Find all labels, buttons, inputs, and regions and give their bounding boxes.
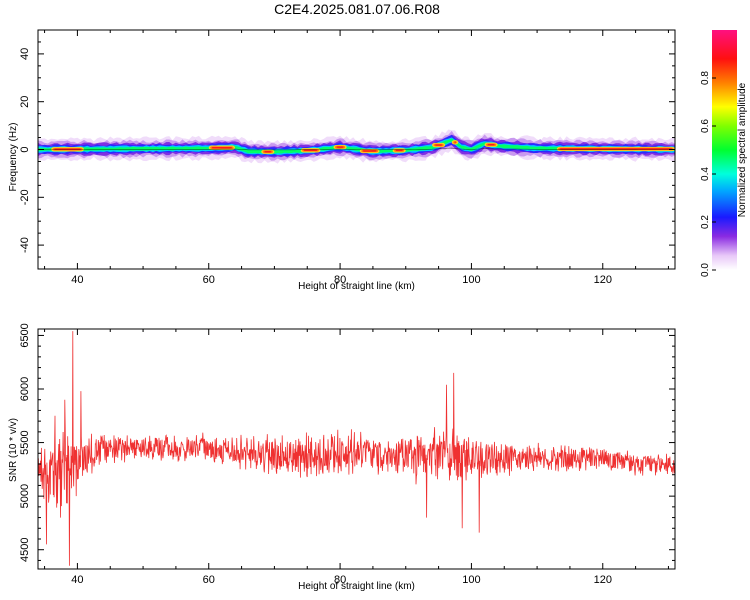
peak-zone bbox=[362, 150, 377, 152]
colorbar-tick-label: 0.2 bbox=[700, 215, 711, 229]
zero-line bbox=[38, 147, 675, 151]
plot-frame bbox=[37, 328, 676, 570]
panel-snr-axes: 40 60 80 100 120 4500 5000 5500 6000 6500 Height o… bbox=[8, 323, 676, 592]
colorbar-tick-label: 0.4 bbox=[700, 167, 711, 181]
colorbar-gradient bbox=[712, 30, 737, 270]
x-tick-label: 100 bbox=[462, 574, 480, 586]
x-tick-label: 120 bbox=[594, 274, 612, 286]
axes-layer: 40 60 80 100 120 40 20 0 -20 -40 Height of straigh… bbox=[8, 29, 748, 592]
y-tick-label: 4500 bbox=[19, 537, 31, 561]
peak-zone bbox=[487, 144, 495, 146]
panel-spectrogram-axes: 40 60 80 100 120 40 20 0 -20 -40 Height of straigh… bbox=[8, 29, 676, 292]
y-tick-label: 0 bbox=[19, 146, 31, 152]
x-tick-label: 120 bbox=[594, 574, 612, 586]
band-layer bbox=[38, 137, 675, 155]
peak-zone bbox=[395, 149, 403, 152]
y-tick-label: 40 bbox=[19, 48, 31, 60]
peak-zone bbox=[264, 151, 272, 153]
y-tick-label: 6000 bbox=[19, 377, 31, 401]
colorbar: 0.0 0.2 0.4 0.6 0.8 Normalized spectral ampli… bbox=[700, 30, 748, 277]
x-tick-label: 40 bbox=[71, 574, 83, 586]
x-axis-label: Height of straight line (km) bbox=[298, 581, 415, 592]
y-tick-label: 5500 bbox=[19, 430, 31, 454]
y-tick-label: 20 bbox=[19, 96, 31, 108]
x-tick-label: 40 bbox=[71, 274, 83, 286]
peak-zone bbox=[435, 144, 443, 146]
x-tick-label: 80 bbox=[334, 274, 346, 286]
y-axis-label: Frequency (Hz) bbox=[8, 123, 19, 192]
y-tick-label: 5000 bbox=[19, 484, 31, 508]
spectrogram-plot bbox=[38, 129, 675, 164]
band-layer bbox=[38, 138, 675, 154]
x-tick-label: 80 bbox=[334, 574, 346, 586]
x-tick-label: 100 bbox=[462, 274, 480, 286]
snr-plot bbox=[38, 331, 675, 566]
figure-title: C2E4.2025.081.07.06.R08 bbox=[274, 1, 440, 17]
y-tick-label: 6500 bbox=[19, 323, 31, 347]
colorbar-tick-label: 0.0 bbox=[700, 263, 711, 277]
colorbar-tick-label: 0.6 bbox=[700, 119, 711, 133]
colorbar-label: Normalized spectral amplitude bbox=[737, 82, 748, 217]
y-axis-label: SNR (10 * v/v) bbox=[8, 418, 19, 482]
peak-zone bbox=[336, 146, 344, 148]
peak-zone bbox=[211, 146, 233, 149]
peak-zone bbox=[454, 141, 456, 144]
y-tick-label: -40 bbox=[19, 237, 31, 253]
x-tick-label: 60 bbox=[203, 274, 215, 286]
snr-series-line bbox=[38, 331, 675, 566]
x-tick-label: 60 bbox=[203, 574, 215, 586]
colorbar-tick-label: 0.8 bbox=[700, 71, 711, 85]
y-tick-label: -20 bbox=[19, 189, 31, 205]
x-axis-label: Height of straight line (km) bbox=[298, 281, 415, 292]
